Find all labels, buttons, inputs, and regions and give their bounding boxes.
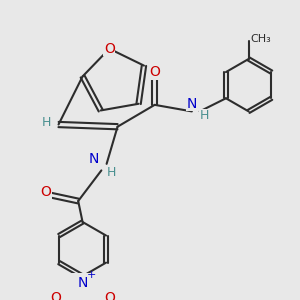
Text: O: O	[104, 42, 115, 56]
Text: H: H	[42, 116, 51, 129]
Text: O: O	[50, 291, 61, 300]
Text: CH₃: CH₃	[250, 34, 271, 44]
Text: +: +	[87, 270, 96, 280]
Text: O: O	[149, 65, 160, 79]
Text: H: H	[200, 109, 209, 122]
Text: O: O	[104, 291, 115, 300]
Text: N: N	[77, 276, 88, 290]
Text: N: N	[187, 97, 197, 110]
Text: N: N	[88, 152, 99, 167]
Text: H: H	[107, 166, 116, 179]
Text: O: O	[40, 185, 51, 199]
